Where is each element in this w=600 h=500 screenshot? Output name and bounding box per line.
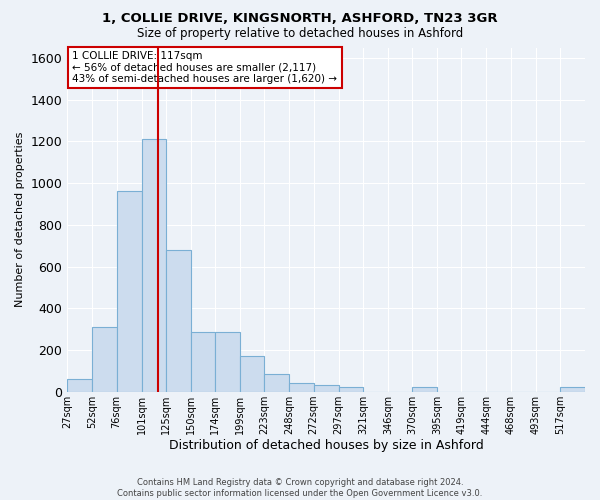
Text: Size of property relative to detached houses in Ashford: Size of property relative to detached ho… — [137, 28, 463, 40]
Bar — [191, 332, 215, 392]
Text: 1 COLLIE DRIVE: 117sqm
← 56% of detached houses are smaller (2,117)
43% of semi-: 1 COLLIE DRIVE: 117sqm ← 56% of detached… — [73, 51, 337, 84]
Text: 1, COLLIE DRIVE, KINGSNORTH, ASHFORD, TN23 3GR: 1, COLLIE DRIVE, KINGSNORTH, ASHFORD, TN… — [102, 12, 498, 26]
Bar — [339, 388, 363, 392]
Bar — [166, 250, 191, 392]
Bar — [215, 332, 240, 392]
Bar — [560, 388, 585, 392]
Bar — [67, 379, 92, 392]
Bar — [412, 388, 437, 392]
Bar — [240, 356, 265, 392]
Bar — [142, 140, 166, 392]
Bar — [265, 374, 289, 392]
Bar — [314, 386, 339, 392]
Bar — [116, 192, 142, 392]
Bar — [92, 327, 116, 392]
Text: Contains HM Land Registry data © Crown copyright and database right 2024.
Contai: Contains HM Land Registry data © Crown c… — [118, 478, 482, 498]
X-axis label: Distribution of detached houses by size in Ashford: Distribution of detached houses by size … — [169, 440, 484, 452]
Bar — [289, 384, 314, 392]
Y-axis label: Number of detached properties: Number of detached properties — [15, 132, 25, 308]
